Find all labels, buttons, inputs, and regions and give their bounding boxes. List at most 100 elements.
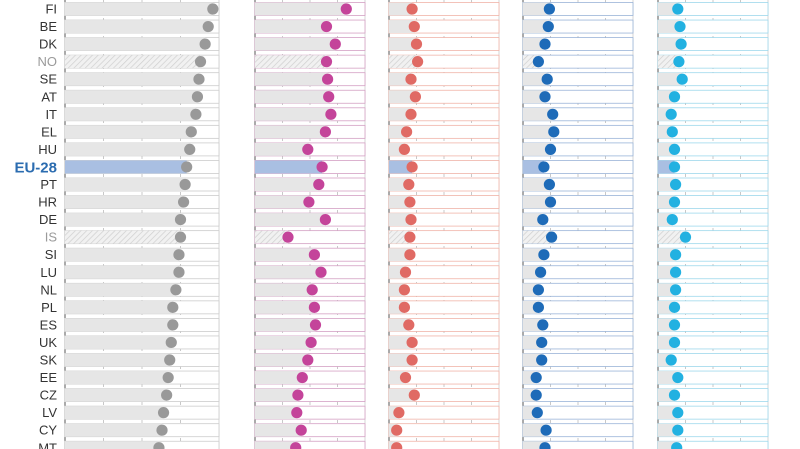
value-bar (523, 20, 549, 34)
data-point (672, 371, 684, 384)
panel (64, 0, 220, 449)
value-bar (65, 371, 169, 385)
data-point (399, 266, 412, 278)
data-point (532, 56, 545, 68)
country-label: NO (38, 54, 58, 69)
value-bar (658, 441, 677, 449)
value-bar (255, 178, 319, 191)
country-label: LV (42, 405, 57, 420)
value-bar (255, 213, 326, 227)
data-point (532, 301, 545, 313)
data-point (401, 126, 413, 138)
data-point (668, 301, 681, 313)
data-point (405, 108, 417, 120)
data-point (408, 20, 420, 33)
value-bar (523, 213, 543, 227)
data-point (302, 143, 314, 155)
data-point (167, 301, 179, 313)
value-bar (255, 142, 308, 156)
value-bar (523, 195, 551, 209)
data-point (393, 407, 405, 419)
data-point (290, 442, 302, 449)
value-bar (389, 248, 410, 262)
value-bar (65, 178, 186, 191)
data-point (391, 442, 403, 449)
value-bar (523, 248, 544, 262)
data-point (406, 161, 418, 173)
data-point (323, 91, 335, 103)
data-point (547, 108, 559, 120)
data-point (315, 266, 327, 278)
panel (657, 0, 769, 449)
value-bar (389, 20, 415, 34)
value-bar (65, 300, 173, 314)
panel (254, 0, 366, 449)
data-point (153, 442, 165, 449)
data-point (674, 20, 686, 33)
value-bar (255, 406, 297, 420)
value-bar (255, 37, 336, 51)
data-point (672, 407, 684, 419)
data-point (668, 336, 681, 349)
value-bar (255, 265, 321, 279)
data-point (539, 442, 551, 449)
data-point (322, 73, 334, 85)
value-bar (255, 371, 303, 385)
value-bar (65, 441, 159, 449)
data-point (185, 126, 197, 138)
data-point (408, 389, 420, 401)
data-point (672, 424, 684, 436)
value-bar (255, 283, 313, 297)
data-point (403, 319, 415, 331)
data-point (538, 161, 550, 173)
panel (522, 0, 634, 449)
data-point (671, 442, 683, 449)
data-point (530, 371, 542, 384)
country-label: IT (45, 107, 57, 122)
value-bar (523, 107, 553, 121)
country-label: EE (40, 370, 58, 385)
data-point (292, 389, 304, 401)
value-bar (255, 248, 315, 262)
data-point (670, 249, 682, 261)
data-point (316, 161, 328, 173)
data-point (544, 143, 557, 155)
data-point (319, 214, 331, 226)
data-point (190, 108, 202, 120)
data-point (405, 214, 417, 226)
country-label: AT (41, 89, 57, 104)
value-bar (389, 178, 409, 191)
value-bar (389, 2, 413, 16)
data-point (404, 196, 416, 208)
value-bar (65, 318, 173, 332)
value-bar (255, 107, 331, 121)
value-bar (255, 441, 296, 449)
data-point (535, 266, 547, 278)
country-label: NL (40, 282, 57, 297)
data-point (308, 301, 320, 313)
value-bar (65, 125, 192, 139)
value-bar (65, 230, 181, 244)
data-point (548, 126, 560, 138)
data-point (170, 284, 182, 296)
value-bar (523, 90, 545, 104)
value-bar (255, 2, 347, 16)
data-point (156, 424, 168, 436)
data-point (320, 56, 333, 68)
value-bar (658, 55, 679, 69)
value-bar (523, 2, 550, 16)
data-point (404, 249, 416, 261)
data-point (199, 38, 211, 50)
value-bar (523, 160, 544, 174)
value-bar (389, 230, 410, 244)
row-band (388, 405, 500, 420)
value-bar (389, 90, 416, 104)
value-bar (65, 423, 163, 437)
data-point (398, 301, 410, 313)
value-bar (658, 37, 682, 51)
data-point (673, 56, 685, 68)
data-point (665, 354, 677, 366)
value-bar (65, 37, 206, 51)
value-bar (523, 441, 545, 449)
data-point (325, 108, 337, 120)
